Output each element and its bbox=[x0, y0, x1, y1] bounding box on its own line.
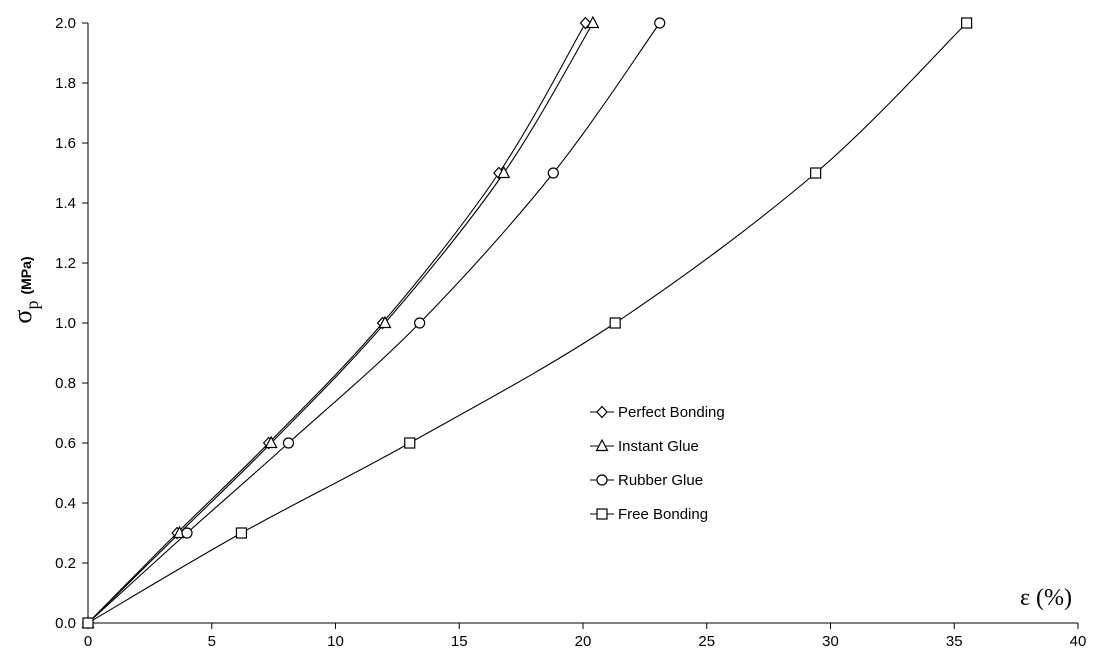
legend-marker-rubber-glue bbox=[596, 474, 608, 486]
data-point-instant-glue bbox=[264, 435, 278, 449]
y-tick-label: 0.8 bbox=[55, 375, 76, 392]
series-perfect-bonding bbox=[82, 16, 592, 630]
x-tick-label: 20 bbox=[575, 633, 592, 650]
y-axis-subscript: p bbox=[22, 301, 42, 310]
legend-marker-free-bonding bbox=[596, 508, 608, 520]
legend-marker-perfect-bonding bbox=[596, 405, 608, 419]
x-tick-label: 25 bbox=[698, 633, 715, 650]
data-point-free-bonding bbox=[961, 17, 973, 29]
legend: Perfect Bonding Instant Glue Rubber Glue Fr… bbox=[590, 404, 725, 523]
y-tick-label: 1.2 bbox=[55, 255, 76, 272]
legend-item-perfect-bonding: Perfect Bonding bbox=[590, 404, 725, 421]
data-point-rubber-glue bbox=[181, 527, 193, 539]
data-point-rubber-glue bbox=[282, 437, 295, 449]
y-axis-symbol: σ bbox=[8, 310, 37, 324]
data-point-free-bonding bbox=[404, 437, 416, 449]
y-tick-label: 0.6 bbox=[55, 435, 76, 452]
x-tick-label: 35 bbox=[946, 633, 963, 650]
series-line-perfect-bonding bbox=[87, 22, 586, 624]
series-line-instant-glue bbox=[87, 22, 594, 624]
data-point-free-bonding bbox=[82, 617, 94, 629]
x-tick-label: 15 bbox=[451, 633, 468, 650]
series-free-bonding bbox=[82, 17, 973, 629]
legend-label-instant-glue: Instant Glue bbox=[618, 438, 699, 455]
legend-label-rubber-glue: Rubber Glue bbox=[618, 472, 703, 489]
series-rubber-glue bbox=[82, 17, 666, 629]
x-tick-label: 40 bbox=[1070, 633, 1087, 650]
legend-marker-instant-glue bbox=[595, 438, 609, 452]
data-point-instant-glue bbox=[586, 15, 600, 29]
y-axis-ticks: 0.0 0.2 0.4 0.6 0.8 1.0 1.2 1.4 1.6 1.8 2.0 bbox=[55, 15, 88, 632]
y-axis-unit: (MPa) bbox=[18, 256, 34, 294]
series-line-free-bonding bbox=[87, 22, 968, 624]
x-axis-ticks: 0 5 10 15 20 25 30 35 40 bbox=[84, 623, 1087, 650]
y-tick-label: 0.2 bbox=[55, 555, 76, 572]
y-tick-label: 1.4 bbox=[55, 195, 76, 212]
y-tick-label: 1.6 bbox=[55, 135, 76, 152]
data-point-rubber-glue bbox=[654, 17, 666, 29]
x-axis-label: ε (%) bbox=[1020, 585, 1072, 611]
legend-item-instant-glue: Instant Glue bbox=[590, 438, 699, 455]
y-tick-label: 0.0 bbox=[55, 615, 76, 632]
x-tick-label: 5 bbox=[208, 633, 216, 650]
legend-label-free-bonding: Free Bonding bbox=[618, 506, 708, 523]
data-point-rubber-glue bbox=[547, 167, 559, 179]
data-point-free-bonding bbox=[810, 167, 822, 179]
legend-label-perfect-bonding: Perfect Bonding bbox=[618, 404, 725, 421]
data-point-instant-glue bbox=[378, 315, 392, 329]
y-axis-label: σp (MPa) bbox=[8, 256, 42, 323]
data-point-rubber-glue bbox=[414, 317, 426, 329]
y-tick-label: 2.0 bbox=[55, 15, 76, 32]
x-tick-label: 10 bbox=[327, 633, 344, 650]
series-layer bbox=[81, 15, 973, 630]
series-instant-glue bbox=[81, 15, 600, 629]
x-tick-label: 0 bbox=[84, 633, 92, 650]
x-tick-label: 30 bbox=[822, 633, 839, 650]
y-tick-label: 1.0 bbox=[55, 315, 76, 332]
y-tick-label: 0.4 bbox=[55, 495, 76, 512]
data-point-free-bonding bbox=[609, 317, 621, 329]
data-point-free-bonding bbox=[235, 527, 248, 539]
svg-text:σp(MPa): σp (MPa) bbox=[8, 256, 42, 323]
legend-item-rubber-glue: Rubber Glue bbox=[590, 472, 703, 489]
y-tick-label: 1.8 bbox=[55, 75, 76, 92]
data-point-instant-glue bbox=[497, 165, 511, 179]
legend-item-free-bonding: Free Bonding bbox=[590, 506, 708, 523]
